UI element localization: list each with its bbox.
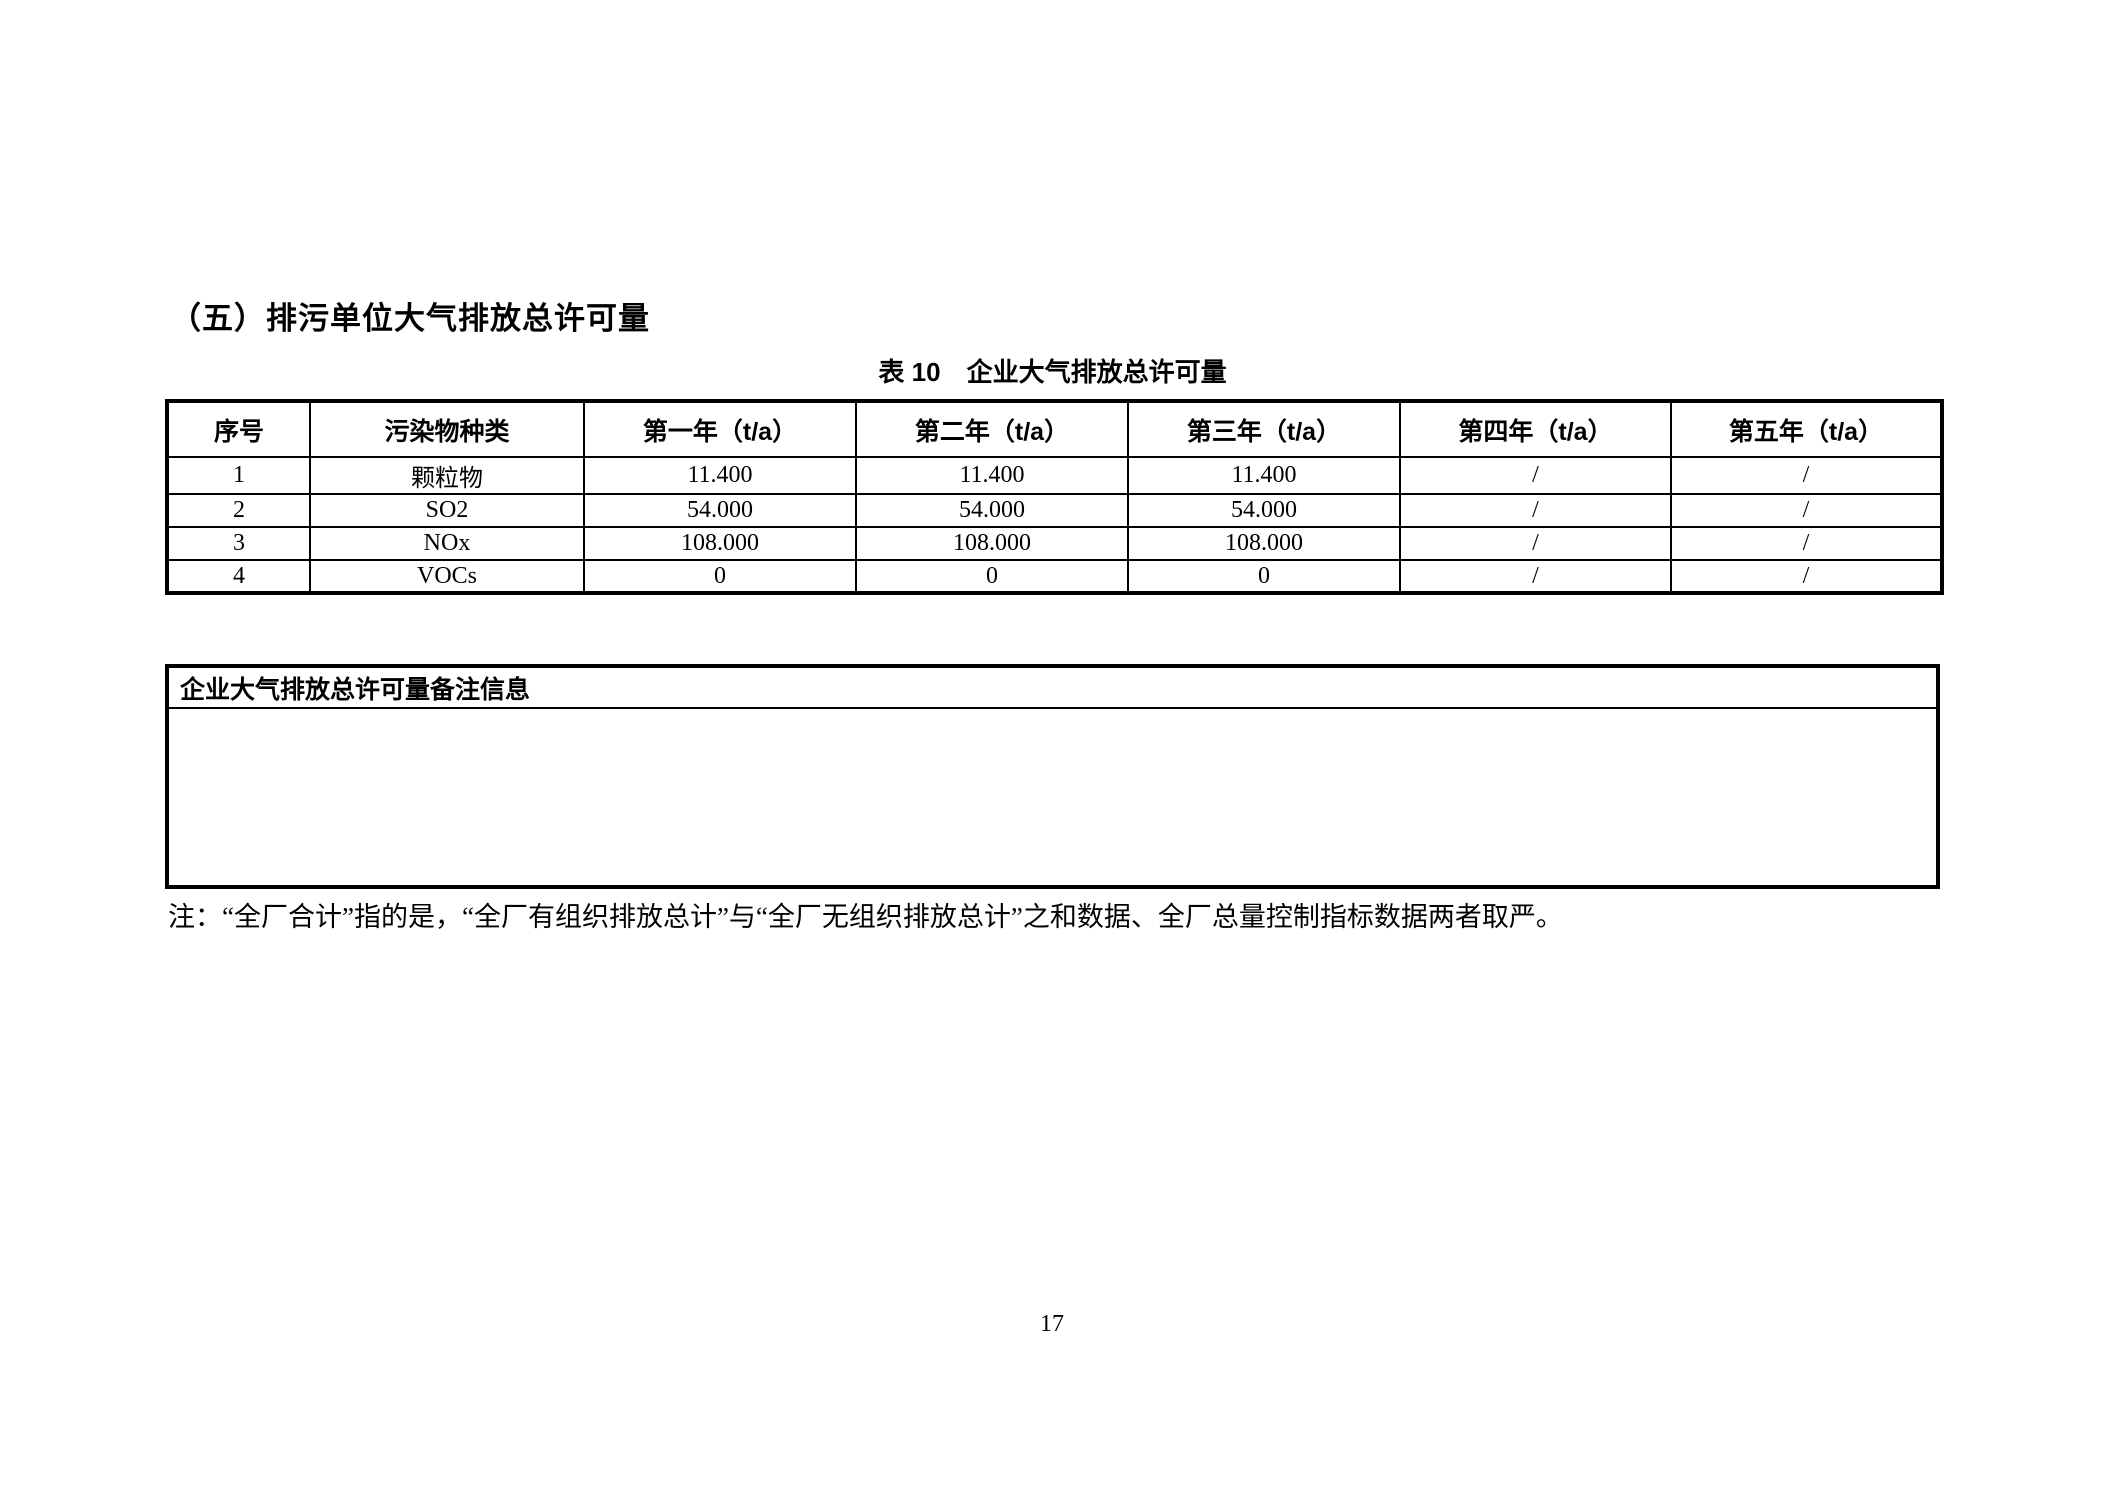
- remark-box-title: 企业大气排放总许可量备注信息: [169, 668, 1936, 709]
- cell-year2: 11.400: [855, 456, 1129, 495]
- table-row: 2 SO2 54.000 54.000 54.000 / /: [166, 493, 1943, 528]
- cell-year4: /: [1399, 559, 1672, 594]
- remark-box: 企业大气排放总许可量备注信息: [165, 664, 1940, 889]
- cell-year1: 11.400: [583, 456, 857, 495]
- remark-box-content: [169, 709, 1936, 885]
- table-row: 4 VOCs 0 0 0 / /: [166, 559, 1943, 594]
- cell-pollutant: 颗粒物: [309, 456, 585, 495]
- cell-year1: 54.000: [583, 493, 857, 528]
- cell-pollutant: SO2: [309, 493, 585, 528]
- cell-year5: /: [1670, 559, 1943, 594]
- cell-pollutant: VOCs: [309, 559, 585, 594]
- column-header-year2: 第二年（t/a）: [855, 400, 1129, 458]
- column-header-year3: 第三年（t/a）: [1127, 400, 1401, 458]
- cell-year5: /: [1670, 456, 1943, 495]
- cell-year2: 108.000: [855, 526, 1129, 561]
- cell-pollutant: NOx: [309, 526, 585, 561]
- column-header-seq: 序号: [166, 400, 311, 458]
- table-header-row: 序号 污染物种类 第一年（t/a） 第二年（t/a） 第三年（t/a） 第四年（…: [166, 400, 1943, 458]
- cell-year3: 108.000: [1127, 526, 1401, 561]
- cell-year4: /: [1399, 493, 1672, 528]
- cell-year1: 108.000: [583, 526, 857, 561]
- column-header-year4: 第四年（t/a）: [1399, 400, 1672, 458]
- column-header-pollutant: 污染物种类: [309, 400, 585, 458]
- cell-year5: /: [1670, 526, 1943, 561]
- column-header-year5: 第五年（t/a）: [1670, 400, 1943, 458]
- cell-year3: 54.000: [1127, 493, 1401, 528]
- section-heading: （五）排污单位大气排放总许可量: [170, 301, 650, 336]
- cell-year1: 0: [583, 559, 857, 594]
- table-row: 3 NOx 108.000 108.000 108.000 / /: [166, 526, 1943, 561]
- footnote: 注：“全厂合计”指的是，“全厂有组织排放总计”与“全厂无组织排放总计”之和数据、…: [168, 902, 1563, 932]
- column-header-year1: 第一年（t/a）: [583, 400, 857, 458]
- cell-year4: /: [1399, 526, 1672, 561]
- emission-permit-table: 序号 污染物种类 第一年（t/a） 第二年（t/a） 第三年（t/a） 第四年（…: [165, 399, 1944, 595]
- cell-seq: 2: [166, 493, 311, 528]
- cell-seq: 4: [166, 559, 311, 594]
- table-row: 1 颗粒物 11.400 11.400 11.400 / /: [166, 456, 1943, 495]
- table-title: 表 10 企业大气排放总许可量: [878, 357, 1227, 387]
- page-number: 17: [1040, 1311, 1064, 1337]
- cell-seq: 3: [166, 526, 311, 561]
- cell-year4: /: [1399, 456, 1672, 495]
- cell-year2: 54.000: [855, 493, 1129, 528]
- cell-year5: /: [1670, 493, 1943, 528]
- cell-seq: 1: [166, 456, 311, 495]
- cell-year2: 0: [855, 559, 1129, 594]
- cell-year3: 11.400: [1127, 456, 1401, 495]
- cell-year3: 0: [1127, 559, 1401, 594]
